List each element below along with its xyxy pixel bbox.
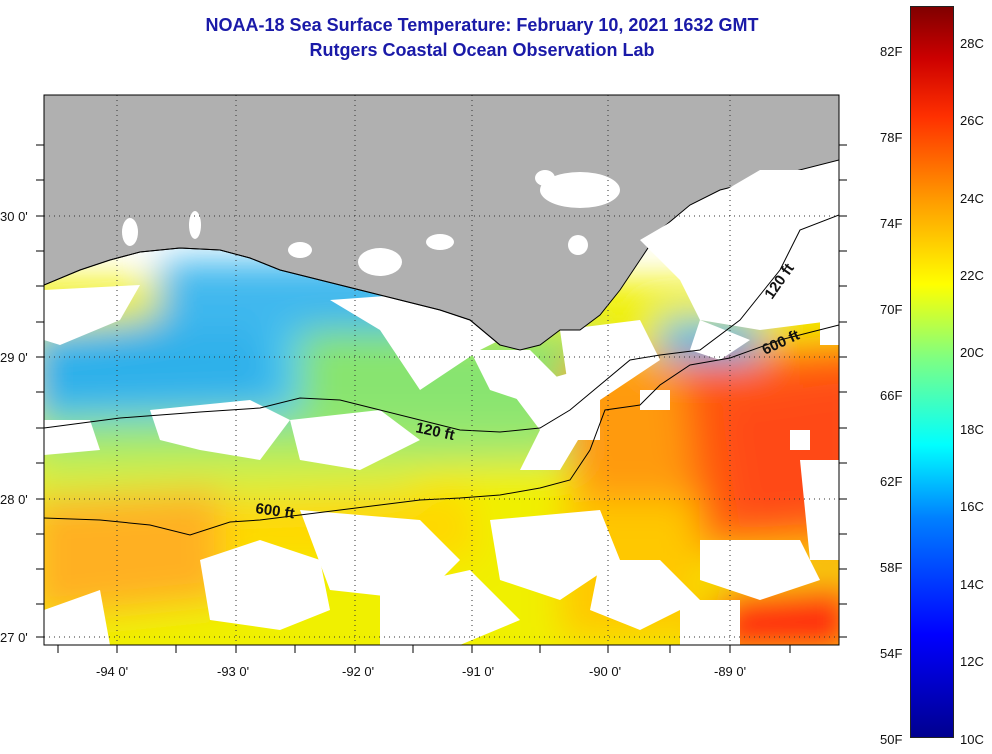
temperature-colorbar [910,6,954,738]
colorbar-c-20: 20C [960,345,984,360]
colorbar-c-28: 28C [960,36,984,51]
map-frame [43,94,840,646]
lon-label-93: -93 0' [217,664,250,679]
cloud-mask [44,285,839,645]
colorbar-c-14: 14C [960,577,984,592]
colorbar-f-54: 54F [880,646,903,661]
map-title: NOAA-18 Sea Surface Temperature: Februar… [205,15,759,35]
map-plot-area: 120 ft 600 ft 120 ft 600 ft [44,95,839,645]
graticule [44,95,839,645]
colorbar-f-78: 78F [880,130,903,145]
contour-120ft [44,214,839,433]
colorbar-c-24: 24C [960,191,984,206]
lon-label-92: -92 0' [342,664,375,679]
map-subtitle: Rutgers Coastal Ocean Observation Lab [309,40,655,60]
lon-label-90: -90 0' [589,664,622,679]
frame-ticks [36,144,847,653]
inland-water [122,170,839,360]
lat-label-28: 28 0' [0,492,28,507]
colorbar-f-62: 62F [880,474,903,489]
lat-label-29: 29 0' [0,350,28,365]
colorbar-f-50: 50F [880,732,903,747]
coastline [44,247,501,346]
colorbar-c-26: 26C [960,113,984,128]
colorbar-c-16: 16C [960,499,984,514]
contour-label-600ft: 600 ft [254,500,295,522]
lat-label-27: 27 0' [0,630,28,645]
colorbar-c-18: 18C [960,422,984,437]
colorbar-c-12: 12C [960,654,984,669]
colorbar-f-58: 58F [880,560,903,575]
colorbar-f-74: 74F [880,216,903,231]
lat-label-30: 30 0' [0,209,28,224]
colorbar-c-22: 22C [960,268,984,283]
colorbar-f-82: 82F [880,44,903,59]
colorbar-f-66: 66F [880,388,903,403]
contour-600ft [44,324,839,536]
lon-label-89: -89 0' [714,664,747,679]
colorbar-c-10: 10C [960,732,984,747]
lon-label-91: -91 0' [462,664,495,679]
lon-label-94: -94 0' [96,664,129,679]
colorbar-f-70: 70F [880,302,903,317]
